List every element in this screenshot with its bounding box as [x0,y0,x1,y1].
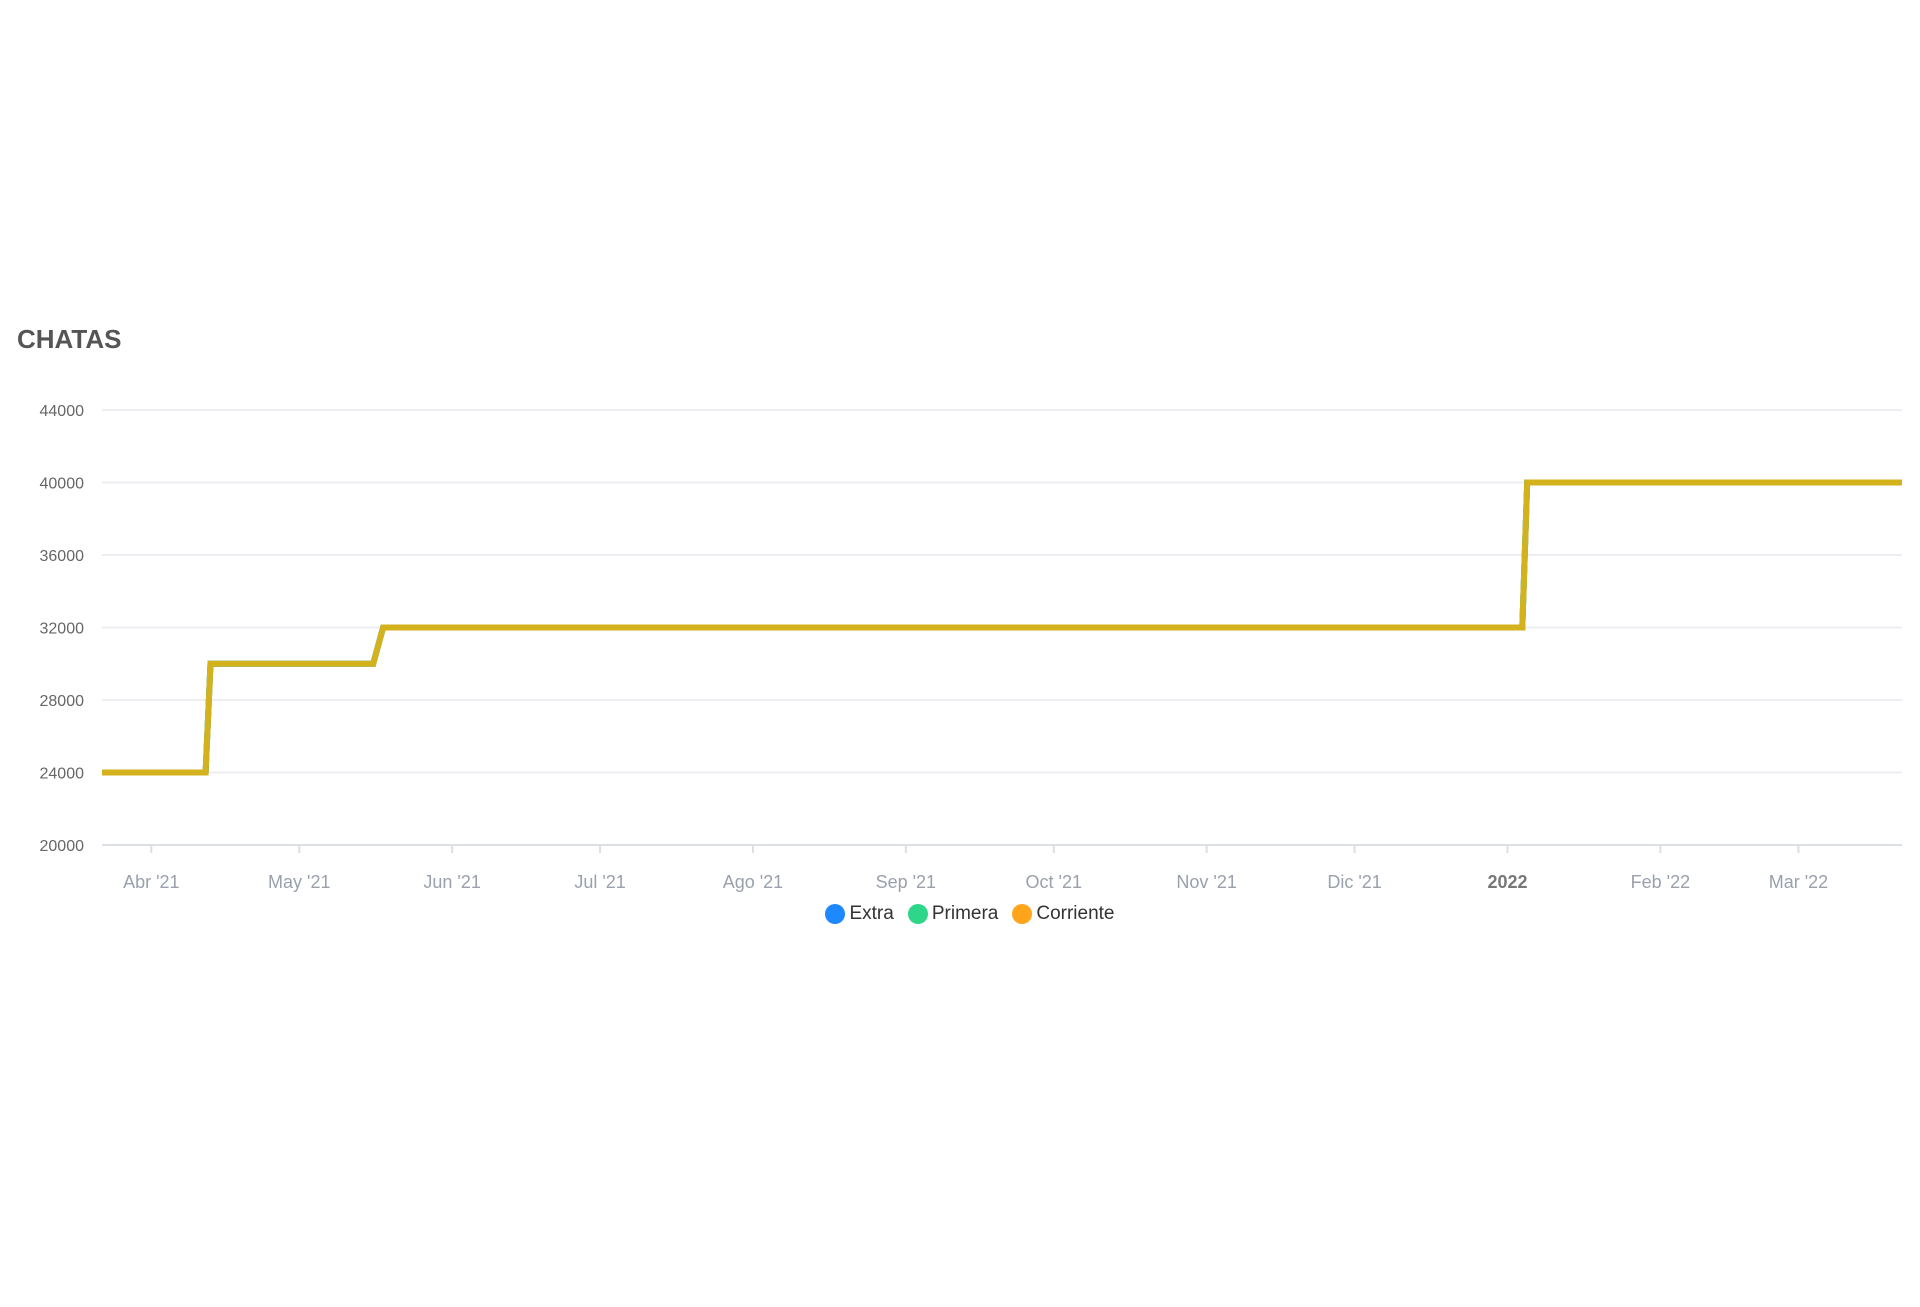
x-tick-label: Nov '21 [1176,872,1236,892]
x-tick-label: Dic '21 [1327,872,1381,892]
series-line-corriente [102,479,1902,776]
legend-label: Primera [931,903,999,924]
legend-marker [907,904,928,924]
y-tick-label: 44000 [40,403,85,420]
legend-item-primera[interactable]: Primera [907,903,999,925]
x-tick-label: Jun '21 [423,872,480,892]
legend-label: Corriente [1036,903,1115,924]
x-tick-label: May '21 [268,872,330,892]
legend-label: Extra [849,903,894,924]
x-tick-label: Ago '21 [723,872,784,892]
legend-item-corriente[interactable]: Corriente [1012,903,1115,925]
x-tick-label: Feb '22 [1631,872,1690,892]
legend-marker [825,904,846,924]
y-tick-label: 28000 [40,693,85,710]
x-tick-label: 2022 [1487,872,1527,892]
legend-item-extra[interactable]: Extra [825,903,894,925]
x-tick-label: Oct '21 [1026,872,1082,892]
x-tick-label: Sep '21 [876,872,937,892]
x-tick-label: Abr '21 [123,872,179,892]
legend: Extra Primera Corriente [0,903,1920,925]
x-tick-label: Jul '21 [574,872,625,892]
y-tick-label: 32000 [40,621,85,638]
y-tick-label: 24000 [40,766,85,783]
chart-title: CHATAS [17,324,122,354]
x-tick-label: Mar '22 [1769,872,1828,892]
legend-marker [1012,904,1033,924]
y-tick-label: 36000 [40,548,85,565]
y-tick-label: 40000 [40,476,85,493]
y-tick-label: 20000 [40,838,85,855]
